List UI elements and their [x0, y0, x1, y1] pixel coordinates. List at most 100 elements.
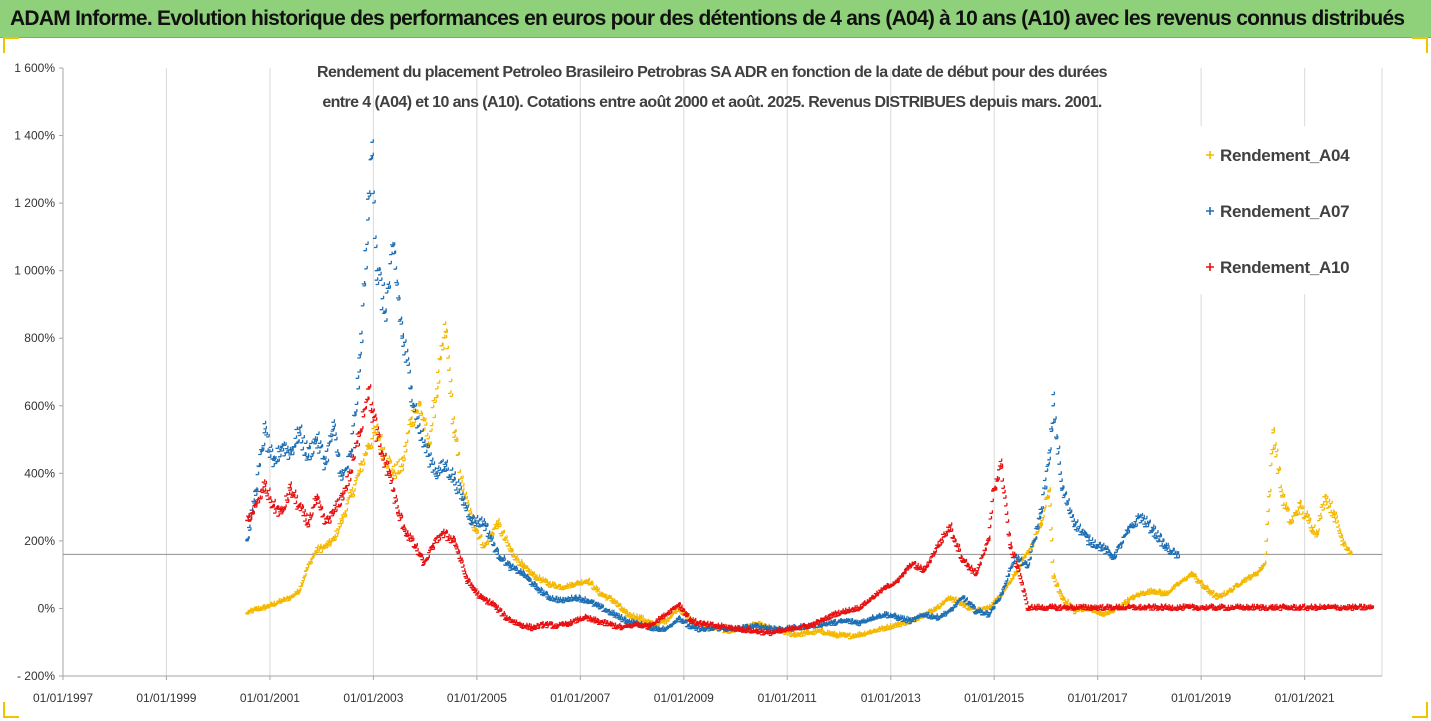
marker-Rendement_A04 — [1048, 526, 1053, 531]
marker-Rendement_A10 — [1203, 604, 1207, 608]
marker-Rendement_A10 — [903, 570, 907, 575]
marker-Rendement_A07 — [249, 507, 254, 511]
marker-Rendement_A07 — [328, 438, 333, 443]
marker-Rendement_A07 — [887, 612, 892, 617]
marker-Rendement_A07 — [391, 242, 396, 246]
marker-Rendement_A10 — [401, 524, 405, 528]
marker-Rendement_A10 — [273, 510, 277, 514]
point-Rendement_A10 — [305, 521, 310, 525]
marker-Rendement_A04 — [1049, 537, 1054, 542]
marker-Rendement_A04 — [1323, 502, 1328, 506]
marker-Rendement_A04 — [930, 606, 935, 611]
marker-Rendement_A07 — [370, 152, 374, 157]
series-layer — [245, 139, 1375, 640]
marker-Rendement_A10 — [854, 604, 858, 609]
marker-Rendement_A10 — [416, 551, 420, 556]
point-Rendement_A10 — [633, 622, 638, 626]
point-Rendement_A10 — [659, 615, 663, 620]
marker-Rendement_A07 — [365, 241, 369, 246]
marker-Rendement_A04 — [514, 553, 518, 558]
point-Rendement_A04 — [533, 575, 538, 579]
marker-Rendement_A07 — [349, 448, 354, 453]
point-Rendement_A07 — [909, 619, 913, 623]
legend-marker-Rendement_A04 — [1206, 151, 1214, 159]
marker-Rendement_A10 — [933, 549, 938, 554]
point-Rendement_A07 — [443, 463, 448, 468]
marker-Rendement_A10 — [1099, 603, 1104, 608]
marker-Rendement_A04 — [1286, 508, 1290, 512]
marker-Rendement_A07 — [453, 487, 458, 491]
marker-Rendement_A07 — [301, 435, 305, 439]
point-Rendement_A10 — [883, 585, 888, 589]
marker-Rendement_A04 — [1010, 575, 1014, 580]
point-Rendement_A10 — [728, 625, 732, 630]
marker-Rendement_A10 — [389, 477, 394, 482]
marker-Rendement_A04 — [826, 630, 831, 634]
marker-Rendement_A04 — [791, 631, 796, 636]
marker-Rendement_A07 — [323, 456, 327, 460]
marker-Rendement_A10 — [1352, 603, 1357, 608]
marker-Rendement_A07 — [1048, 426, 1053, 430]
marker-Rendement_A07 — [373, 235, 377, 240]
point-Rendement_A10 — [607, 622, 611, 626]
marker-Rendement_A10 — [1009, 545, 1013, 550]
marker-Rendement_A10 — [1189, 603, 1194, 608]
marker-Rendement_A04 — [1267, 488, 1272, 493]
point-Rendement_A07 — [357, 369, 361, 373]
point-Rendement_A10 — [542, 622, 547, 626]
point-Rendement_A10 — [262, 483, 267, 488]
marker-Rendement_A07 — [362, 282, 367, 287]
marker-Rendement_A04 — [1265, 521, 1269, 525]
marker-Rendement_A07 — [484, 523, 489, 528]
marker-Rendement_A04 — [594, 586, 598, 590]
marker-Rendement_A07 — [578, 596, 582, 601]
marker-Rendement_A10 — [469, 584, 474, 588]
marker-Rendement_A10 — [492, 602, 497, 607]
marker-Rendement_A04 — [1148, 587, 1152, 592]
marker-Rendement_A10 — [300, 505, 305, 510]
marker-Rendement_A07 — [525, 575, 530, 580]
marker-Rendement_A07 — [265, 448, 269, 452]
marker-Rendement_A10 — [302, 509, 306, 513]
marker-Rendement_A10 — [291, 493, 296, 498]
marker-Rendement_A04 — [1283, 502, 1288, 506]
marker-Rendement_A07 — [316, 450, 321, 454]
marker-Rendement_A07 — [403, 339, 407, 343]
point-Rendement_A07 — [1137, 514, 1142, 518]
marker-Rendement_A04 — [369, 445, 374, 450]
marker-Rendement_A04 — [411, 423, 416, 427]
point-Rendement_A04 — [340, 517, 344, 522]
point-Rendement_A04 — [883, 625, 888, 630]
marker-Rendement_A10 — [1346, 604, 1351, 608]
marker-Rendement_A07 — [660, 625, 664, 630]
marker-Rendement_A10 — [1024, 600, 1029, 605]
marker-Rendement_A04 — [1267, 493, 1271, 498]
marker-Rendement_A07 — [507, 562, 512, 567]
marker-Rendement_A04 — [370, 435, 374, 440]
marker-Rendement_A04 — [450, 420, 455, 425]
marker-Rendement_A10 — [490, 600, 494, 604]
marker-Rendement_A04 — [1050, 559, 1055, 563]
marker-Rendement_A10 — [420, 556, 424, 561]
marker-Rendement_A07 — [1153, 534, 1157, 539]
marker-Rendement_A07 — [472, 519, 476, 523]
point-Rendement_A04 — [314, 548, 318, 552]
marker-Rendement_A10 — [753, 627, 757, 632]
marker-Rendement_A07 — [891, 612, 896, 617]
point-Rendement_A10 — [740, 627, 745, 632]
marker-Rendement_A04 — [1264, 538, 1269, 542]
marker-Rendement_A04 — [1317, 512, 1322, 517]
marker-Rendement_A10 — [1126, 603, 1130, 608]
marker-Rendement_A07 — [1092, 539, 1096, 544]
marker-Rendement_A04 — [393, 475, 398, 480]
point-Rendement_A07 — [391, 250, 396, 255]
marker-Rendement_A07 — [412, 408, 417, 413]
marker-Rendement_A10 — [989, 510, 994, 514]
marker-Rendement_A07 — [1046, 461, 1051, 466]
marker-Rendement_A04 — [454, 438, 459, 443]
marker-Rendement_A10 — [835, 609, 840, 614]
marker-Rendement_A10 — [1004, 511, 1009, 515]
marker-Rendement_A10 — [306, 523, 311, 528]
marker-Rendement_A10 — [336, 496, 341, 501]
marker-Rendement_A07 — [259, 446, 263, 451]
